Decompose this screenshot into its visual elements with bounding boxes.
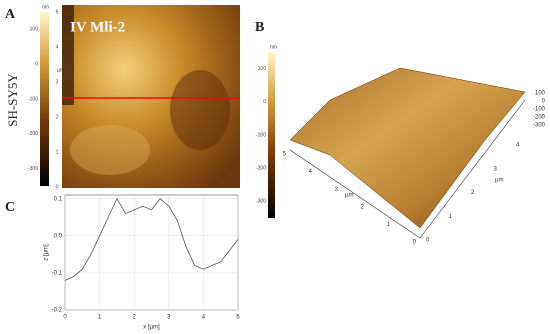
colorbar-tick-label: -100 [256, 132, 266, 138]
x-tick-label: 0 [63, 315, 67, 321]
profile-line [64, 197, 239, 281]
x-tick-label: 1 [98, 315, 102, 321]
y-tick-label: 0.1 [54, 196, 63, 202]
y3d-tick-label: 4 [516, 143, 520, 149]
colorbar-tick-label: -200 [256, 166, 266, 172]
y-tick-label: 0.0 [54, 233, 63, 239]
panel-label: A [5, 7, 16, 22]
axis-tick-label: 3 [56, 79, 59, 85]
colorbar-tick-label: -200 [28, 131, 38, 137]
axis-tick-label: 2 [56, 114, 59, 120]
y3d-tick-label: 2 [471, 190, 475, 196]
x-tick-label: 5 [236, 315, 240, 321]
image-feature [70, 125, 150, 175]
x3d-tick-label: 4 [309, 169, 313, 175]
z3d-tick-label: 100 [535, 91, 546, 97]
y-axis-label: z [µm] [44, 244, 50, 261]
plot-frame [64, 194, 239, 311]
panel-label: B [255, 20, 264, 35]
axis-tick-label: 0 [56, 184, 59, 190]
z3d-tick-label: 0 [542, 99, 546, 105]
colorbar-tick-label: -100 [28, 96, 38, 102]
axis-tick-label: 4 [56, 44, 59, 50]
panel-label: C [5, 200, 15, 215]
y-tick-label: -0.1 [52, 270, 63, 276]
z3d-tick-label: -100 [533, 107, 546, 113]
x3d-tick-label: 3 [335, 187, 339, 193]
x3d-tick-label: 0 [413, 240, 417, 246]
x-tick-label: 2 [133, 315, 137, 321]
colorbar [40, 12, 49, 186]
x3d-tick-label: 2 [361, 204, 365, 210]
axis-unit: µm [57, 67, 64, 73]
colorbar-tick-label: 0 [35, 62, 38, 68]
image-shadow [62, 5, 74, 105]
x3d-tick-label: 1 [387, 222, 391, 228]
y-tick-label: -0.2 [52, 308, 63, 314]
colorbar-tick-label: -300 [256, 199, 266, 205]
z3d-tick-label: -200 [533, 115, 546, 121]
x-tick-label: 4 [202, 315, 206, 321]
row-label: SH-SY5Y [5, 73, 20, 127]
z3d-tick-label: -300 [533, 123, 546, 129]
y3d-tick-label: 3 [494, 166, 498, 172]
x3d-tick-label: 5 [283, 152, 287, 158]
y3d-tick-label: 0 [426, 238, 430, 244]
colorbar-tick-label: 100 [30, 27, 39, 33]
x-tick-label: 3 [167, 315, 171, 321]
axis-tick-label: 5 [56, 9, 59, 15]
colorbar-unit: nm [42, 4, 49, 10]
y3d-tick-label: 1 [449, 214, 453, 220]
colorbar-unit: nm [270, 44, 277, 50]
axis-line [289, 99, 526, 239]
x-axis-label: x [µm] [143, 325, 160, 331]
colorbar-tick-label: 100 [258, 66, 267, 72]
axis-tick-label: 1 [56, 149, 59, 155]
colorbar-tick-label: 0 [263, 99, 266, 105]
colorbar-tick-label: -300 [28, 166, 38, 172]
image-feature [170, 70, 230, 150]
sample-label: IV Mli-2 [70, 19, 125, 35]
surface [289, 67, 526, 229]
colorbar [268, 52, 275, 218]
x3d-unit: µm [345, 193, 353, 199]
y3d-unit: µm [495, 178, 503, 184]
